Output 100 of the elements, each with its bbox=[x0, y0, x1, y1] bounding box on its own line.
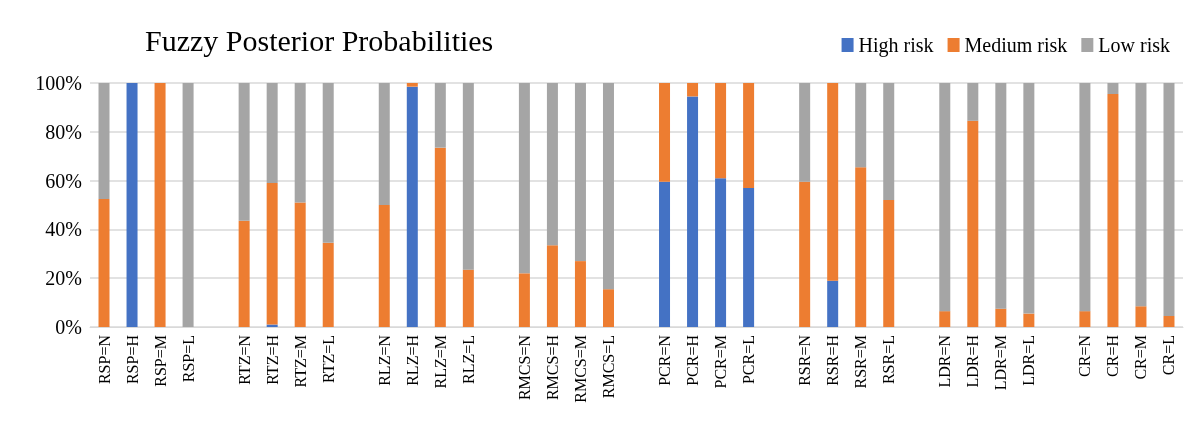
bar bbox=[574, 83, 586, 262]
bar bbox=[294, 83, 306, 203]
x-tick-label: CR=M bbox=[1132, 335, 1150, 380]
x-tick-label: RMCS=N bbox=[515, 334, 533, 401]
bar bbox=[659, 181, 671, 327]
x-tick-label: RSR=L bbox=[880, 335, 898, 385]
x-tick-label: LDR=L bbox=[1020, 335, 1038, 386]
bar bbox=[574, 261, 586, 327]
bar bbox=[855, 167, 867, 327]
y-tick-label: 20% bbox=[45, 267, 82, 290]
y-tick-label: 80% bbox=[45, 120, 82, 143]
x-tick-label: RTZ=L bbox=[319, 335, 337, 384]
bar bbox=[659, 83, 671, 182]
bar bbox=[238, 220, 250, 327]
bar bbox=[1135, 83, 1147, 307]
x-tick-label: CR=L bbox=[1160, 335, 1178, 376]
bar bbox=[939, 83, 951, 312]
x-tick-label: PCR=H bbox=[684, 334, 702, 386]
bar bbox=[1023, 313, 1035, 327]
x-tick-label: RSP=M bbox=[151, 335, 169, 387]
x-tick-label: RLZ=M bbox=[431, 335, 449, 389]
x-tick-label: LDR=M bbox=[992, 335, 1010, 391]
bar bbox=[238, 83, 250, 221]
bar bbox=[462, 269, 474, 327]
x-tick-label: PCR=L bbox=[740, 335, 758, 385]
bar bbox=[883, 83, 895, 201]
bar bbox=[182, 83, 194, 327]
bar bbox=[602, 289, 614, 327]
x-tick-label: RTZ=N bbox=[235, 334, 253, 385]
bar bbox=[1135, 306, 1147, 327]
legend-label: Low risk bbox=[1098, 34, 1171, 56]
bar bbox=[266, 83, 278, 184]
bar bbox=[715, 83, 727, 179]
x-tick-label: RLZ=H bbox=[403, 334, 421, 386]
x-tick-label: RSP=N bbox=[95, 334, 113, 385]
x-tick-label: PCR=M bbox=[712, 335, 730, 389]
bar bbox=[939, 311, 951, 327]
bar bbox=[154, 83, 166, 327]
bar bbox=[602, 83, 614, 290]
bar bbox=[126, 83, 138, 327]
x-tick-label: RSP=H bbox=[123, 334, 141, 385]
y-tick-label: 60% bbox=[45, 169, 82, 192]
bar bbox=[546, 83, 558, 246]
x-tick-label: RSP=L bbox=[179, 335, 197, 383]
bar bbox=[406, 86, 418, 327]
x-tick-label: RTZ=H bbox=[263, 334, 281, 385]
x-tick-label: LDR=H bbox=[964, 334, 982, 388]
bar bbox=[1079, 83, 1091, 312]
bar bbox=[827, 280, 839, 327]
x-tick-label: RLZ=N bbox=[375, 334, 393, 386]
legend-label: Medium risk bbox=[964, 34, 1068, 56]
y-tick-label: 0% bbox=[55, 316, 82, 338]
bar bbox=[546, 245, 558, 327]
y-tick-label: 40% bbox=[45, 218, 82, 241]
bar bbox=[518, 83, 530, 274]
bar bbox=[743, 187, 755, 327]
bar bbox=[434, 147, 446, 327]
x-tick-label: RMCS=M bbox=[571, 335, 589, 403]
y-tick-label: 100% bbox=[35, 72, 82, 94]
legend-label: High risk bbox=[858, 34, 934, 57]
bar bbox=[995, 83, 1007, 309]
x-tick-label: RSR=H bbox=[824, 334, 842, 386]
bar bbox=[1079, 311, 1091, 327]
bar bbox=[883, 200, 895, 327]
x-tick-label: PCR=N bbox=[656, 334, 674, 386]
bar bbox=[799, 181, 811, 327]
bar bbox=[378, 83, 390, 205]
bar bbox=[294, 202, 306, 327]
bar bbox=[266, 183, 278, 325]
bar bbox=[967, 120, 979, 327]
x-tick-label: LDR=N bbox=[936, 334, 954, 388]
bar bbox=[799, 83, 811, 182]
x-tick-label: RMCS=H bbox=[543, 334, 561, 401]
x-tick-label: RTZ=M bbox=[291, 335, 309, 388]
x-tick-label: RLZ=L bbox=[459, 335, 477, 385]
bar bbox=[322, 83, 334, 243]
x-tick-label: RMCS=L bbox=[599, 335, 617, 399]
x-tick-label: RSR=N bbox=[796, 334, 814, 386]
x-tick-label: CR=N bbox=[1076, 334, 1094, 377]
bar bbox=[1107, 83, 1119, 94]
bar bbox=[322, 242, 334, 327]
bar bbox=[462, 83, 474, 270]
bar bbox=[687, 96, 699, 327]
bar bbox=[967, 83, 979, 121]
bar bbox=[743, 83, 755, 188]
bar bbox=[855, 83, 867, 168]
bar bbox=[715, 178, 727, 327]
bar bbox=[1163, 316, 1175, 327]
bar bbox=[518, 273, 530, 327]
bar bbox=[98, 198, 110, 327]
bar bbox=[687, 83, 699, 97]
bar bbox=[98, 83, 110, 199]
x-tick-label: RSR=M bbox=[852, 335, 870, 389]
bar bbox=[827, 83, 839, 281]
bar bbox=[995, 308, 1007, 327]
chart-title: Fuzzy Posterior Probabilities bbox=[145, 23, 494, 57]
bar bbox=[434, 83, 446, 148]
bar bbox=[1107, 93, 1119, 327]
bar bbox=[1163, 83, 1175, 317]
bar bbox=[406, 83, 418, 87]
